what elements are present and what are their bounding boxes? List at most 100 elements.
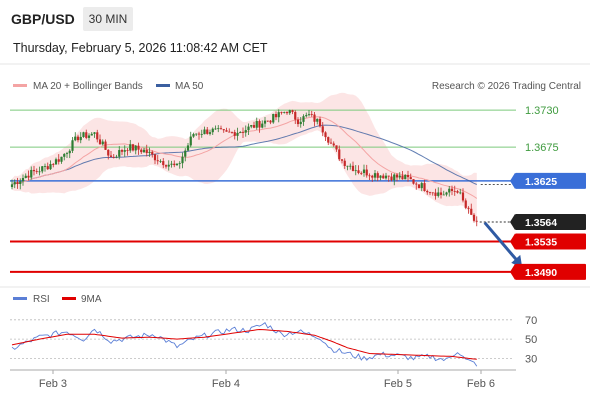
candle bbox=[43, 163, 47, 172]
candle-body bbox=[365, 169, 368, 176]
candle bbox=[252, 121, 256, 129]
candle bbox=[63, 153, 66, 161]
candle bbox=[206, 126, 209, 135]
candle-body bbox=[239, 132, 242, 133]
candle-body bbox=[112, 156, 115, 158]
candle-body bbox=[434, 192, 437, 196]
candle bbox=[362, 164, 366, 177]
candle-body bbox=[46, 166, 49, 170]
candle bbox=[65, 151, 69, 159]
candle bbox=[211, 127, 214, 136]
candle bbox=[373, 170, 377, 181]
candle-body bbox=[217, 128, 220, 130]
candle-body bbox=[170, 163, 173, 165]
candle bbox=[79, 132, 82, 144]
candle bbox=[307, 109, 311, 117]
candle-body bbox=[266, 120, 269, 122]
candle-body bbox=[318, 118, 322, 127]
candle bbox=[343, 158, 346, 169]
candle bbox=[258, 119, 261, 133]
ma50-line bbox=[11, 124, 477, 185]
candle bbox=[459, 188, 462, 195]
candle-body bbox=[417, 184, 421, 189]
candle bbox=[82, 131, 85, 138]
candle-body bbox=[13, 182, 16, 185]
ma50-legend-label: MA 50 bbox=[175, 81, 204, 92]
candle bbox=[365, 164, 368, 178]
candle bbox=[228, 128, 231, 133]
candle bbox=[52, 162, 55, 168]
candle-body bbox=[126, 150, 129, 151]
candle-body bbox=[35, 171, 38, 172]
candle bbox=[415, 182, 418, 190]
candle-body bbox=[107, 149, 110, 156]
candle bbox=[16, 177, 19, 189]
candle-body bbox=[382, 175, 385, 179]
candle-body bbox=[395, 174, 399, 178]
candle bbox=[338, 145, 341, 162]
candle bbox=[332, 141, 335, 147]
ma20-line bbox=[11, 116, 478, 199]
candle-body bbox=[401, 175, 404, 180]
candle-body bbox=[371, 175, 374, 178]
candle-body bbox=[101, 141, 104, 145]
candle-body bbox=[98, 139, 102, 145]
candle bbox=[68, 149, 71, 159]
candle-body bbox=[173, 163, 176, 166]
rsi-tick-50: 50 bbox=[525, 334, 537, 346]
candle bbox=[46, 162, 49, 170]
candle-body bbox=[203, 129, 206, 135]
candle-body bbox=[373, 173, 377, 178]
candle-body bbox=[208, 132, 212, 134]
candle-body bbox=[244, 130, 247, 133]
candle bbox=[41, 165, 44, 174]
candle bbox=[387, 175, 390, 182]
candle bbox=[376, 171, 379, 182]
candle-body bbox=[379, 175, 382, 178]
candle-body bbox=[327, 137, 330, 143]
candle-body bbox=[156, 160, 159, 162]
candle bbox=[288, 109, 291, 115]
candle-body bbox=[277, 112, 280, 118]
candle-body bbox=[74, 136, 77, 141]
candle bbox=[129, 139, 132, 153]
x-tick-label: Feb 6 bbox=[467, 378, 495, 390]
candle bbox=[318, 116, 322, 128]
candle bbox=[360, 171, 363, 176]
candle-body bbox=[439, 192, 443, 195]
candle bbox=[294, 110, 297, 125]
candle bbox=[296, 117, 300, 127]
candle-body bbox=[184, 150, 187, 157]
candle-body bbox=[412, 179, 415, 184]
candle-body bbox=[335, 145, 338, 150]
candle bbox=[159, 159, 162, 164]
candle-body bbox=[250, 125, 253, 127]
candle-body bbox=[321, 126, 324, 133]
candle-body bbox=[96, 132, 99, 140]
candle-body bbox=[43, 166, 47, 167]
timeframe-button[interactable]: 30 MIN bbox=[83, 7, 133, 31]
candle bbox=[35, 168, 38, 174]
candle-body bbox=[87, 135, 91, 138]
candle bbox=[96, 129, 99, 143]
candle bbox=[76, 134, 80, 143]
candle bbox=[448, 186, 451, 197]
candle bbox=[461, 188, 465, 203]
candle-body bbox=[285, 112, 289, 114]
candle bbox=[379, 175, 382, 181]
candle-body bbox=[206, 129, 209, 134]
candle-body bbox=[299, 121, 302, 125]
ma9-legend-swatch bbox=[62, 297, 76, 300]
candle bbox=[310, 110, 313, 117]
candle bbox=[398, 172, 401, 180]
rsi-legend-label: RSI bbox=[33, 294, 50, 305]
level-labels: 1.3730 1.3675 1.3625 1.3564 1.3535 1.3490 bbox=[510, 105, 586, 280]
candle-body bbox=[316, 118, 319, 122]
candle-body bbox=[343, 160, 346, 166]
candle bbox=[38, 166, 41, 176]
candle-body bbox=[456, 191, 459, 193]
candle-body bbox=[32, 169, 36, 172]
candle bbox=[354, 165, 357, 176]
level-label-3: 1.3564 bbox=[525, 217, 557, 229]
candle bbox=[167, 160, 170, 171]
